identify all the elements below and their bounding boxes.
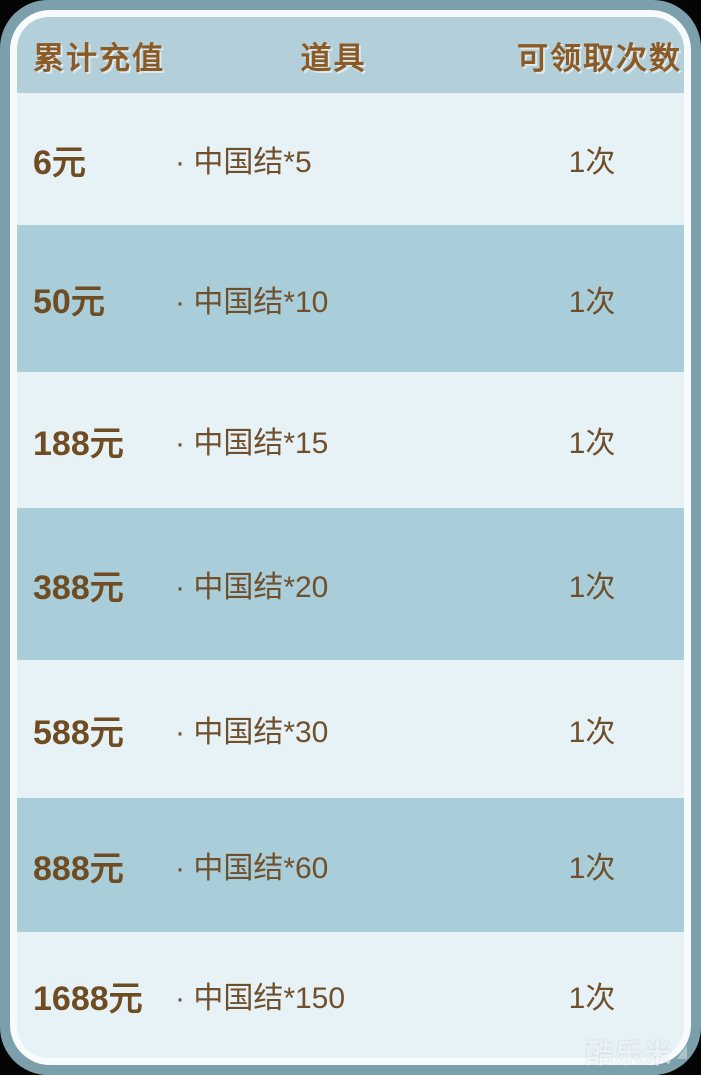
recharge-amount: 188元 — [33, 424, 124, 463]
table-row: 888元 · 中国结*60 1次 — [17, 798, 684, 932]
kulemi-watermark: 酷乐米 — [586, 1032, 687, 1071]
claim-count: 1次 — [568, 982, 616, 1015]
claim-count: 1次 — [568, 285, 616, 319]
claim-count: 1次 — [568, 716, 616, 749]
table-header-row: 累计充值 道具 可领取次数 — [17, 17, 684, 93]
table-row: 1688元 · 中国结*150 1次 — [17, 932, 684, 1058]
reward-item: · 中国结*15 — [175, 427, 329, 460]
recharge-amount: 6元 — [33, 143, 86, 182]
reward-item: · 中国结*5 — [175, 146, 312, 179]
recharge-amount: 1688元 — [33, 979, 143, 1018]
claim-count: 1次 — [568, 146, 616, 179]
recharge-amount: 888元 — [33, 849, 124, 888]
table-row: 388元 · 中国结*20 1次 — [17, 508, 684, 660]
claim-count: 1次 — [568, 852, 616, 885]
recharge-amount: 388元 — [33, 568, 124, 607]
header-claim-count: 可领取次数 — [517, 40, 682, 76]
table-row: 588元 · 中国结*30 1次 — [17, 660, 684, 798]
claim-count: 1次 — [568, 571, 616, 604]
table-row: 50元 · 中国结*10 1次 — [17, 225, 684, 372]
recharge-amount: 588元 — [33, 713, 124, 752]
recharge-reward-table: 累计充值 道具 可领取次数 6元 · 中国结*5 1次 50元 · 中国结*10… — [17, 17, 684, 1058]
table-row: 188元 · 中国结*15 1次 — [17, 372, 684, 508]
claim-count: 1次 — [568, 427, 616, 460]
kulemi-logo-icon — [677, 1044, 687, 1059]
reward-item: · 中国结*150 — [175, 982, 346, 1015]
recharge-amount: 50元 — [33, 283, 105, 321]
table-row: 6元 · 中国结*5 1次 — [17, 93, 684, 225]
reward-item: · 中国结*60 — [175, 852, 329, 885]
header-item: 道具 — [300, 40, 367, 76]
reward-item: · 中国结*30 — [175, 716, 329, 749]
watermark-label: 酷乐米 — [586, 1039, 673, 1069]
reward-item: · 中国结*20 — [175, 571, 329, 604]
header-cumulative-recharge: 累计充值 — [33, 40, 165, 76]
reward-item: · 中国结*10 — [175, 285, 329, 319]
